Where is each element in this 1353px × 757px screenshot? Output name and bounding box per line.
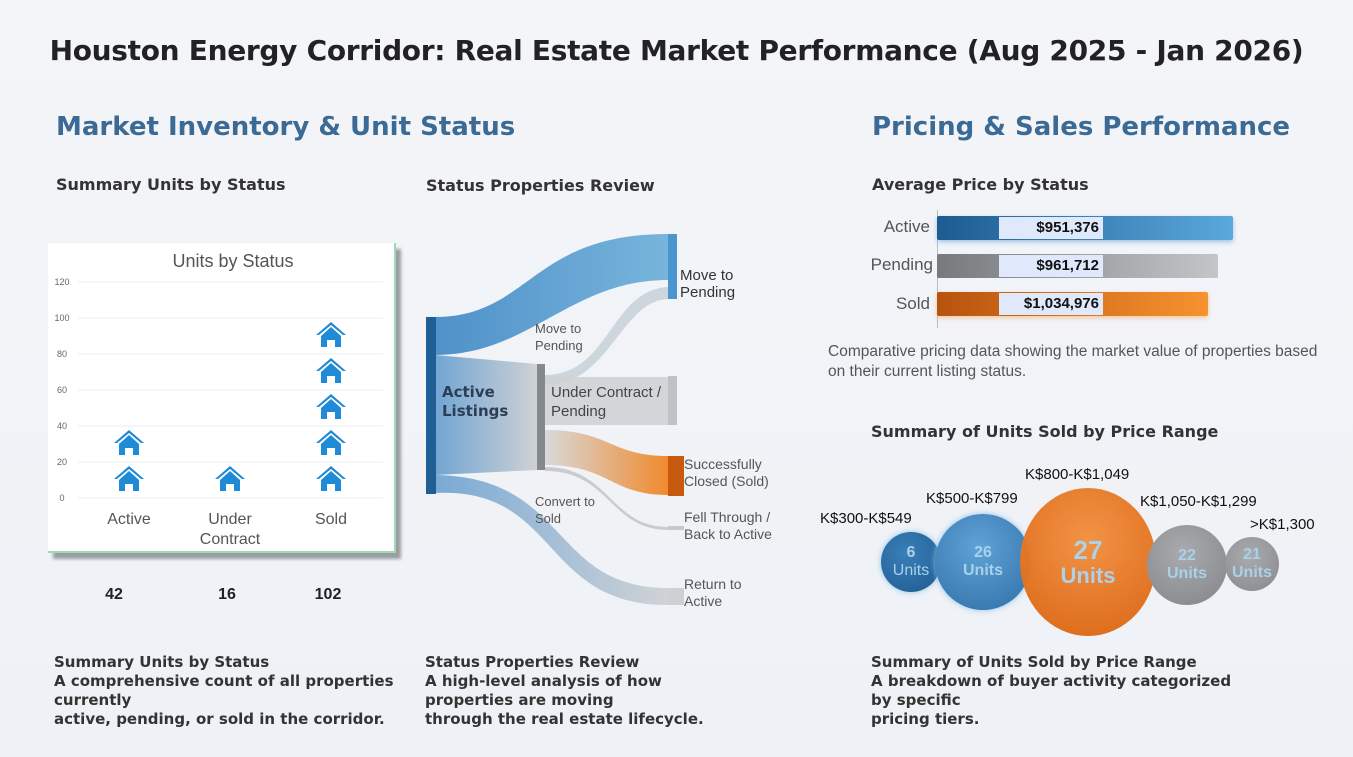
footer-line: pricing tiers. (871, 710, 980, 728)
section-heading-pricing: Pricing & Sales Performance (872, 112, 1291, 142)
bubble-3: 22 Units (1147, 525, 1227, 605)
bubble-1: 26 Units (935, 514, 1031, 610)
node-label-sold: Successfully Closed (Sold) (684, 456, 769, 489)
price-value-pending: $961,712 (999, 255, 1103, 277)
y-tick-label: 40 (57, 421, 67, 431)
bubble-value: 26 (974, 544, 992, 562)
house-icon (316, 358, 346, 383)
x-tick-label: Contract (200, 531, 261, 548)
units-by-status-card (48, 243, 396, 553)
link-active-to-return (435, 475, 668, 605)
bubble-unit: Units (1167, 565, 1207, 582)
node-label-under-contract: Under Contract / Pending (551, 384, 662, 420)
house-icon (316, 322, 346, 347)
y-tick-label: 60 (57, 385, 67, 395)
node-label-return-active: Return to Active (684, 576, 742, 609)
footer-title: Status Properties Review (425, 653, 640, 671)
node-label-move-to-pending: Move to Pending (680, 267, 736, 301)
node-move-to-pending (668, 234, 677, 299)
bubble-4: 21 Units (1225, 537, 1279, 591)
y-tick-label: 0 (59, 493, 64, 503)
x-tick-label: Sold (315, 511, 347, 528)
bubble-unit: Units (963, 562, 1003, 579)
units-by-status-chart: 0 20 40 60 80 100 120 Active 42 Under Contract 16 So… (54, 277, 383, 603)
footer-summary: Summary Units by Status A comprehensive … (54, 653, 394, 729)
page-title: Houston Energy Corridor: Real Estate Mar… (49, 34, 1304, 67)
y-tick-label: 20 (57, 457, 67, 467)
node-label-active-listings: Active Listings (442, 383, 509, 420)
bubble-unit: Units (1060, 563, 1116, 589)
y-tick-label: 100 (54, 313, 69, 323)
value-label: 102 (315, 586, 342, 603)
link-label-move-to-pending: Move to Pending (535, 321, 583, 353)
footer-review: Status Properties Review A high-level an… (425, 653, 755, 729)
house-icon (316, 430, 346, 455)
x-tick-label: Active (107, 511, 151, 528)
footer-title: Summary of Units Sold by Price Range (871, 653, 1197, 671)
link-under-to-move-pending (545, 287, 668, 385)
status-sankey-diagram (426, 234, 684, 605)
footer-title: Summary Units by Status (54, 653, 270, 671)
value-label: 16 (218, 586, 236, 603)
price-label-active: Active (883, 217, 930, 236)
price-label-sold: Sold (895, 294, 930, 313)
y-tick-label: 120 (54, 277, 69, 287)
summary-subtitle: Summary Units by Status (56, 175, 286, 194)
price-value-sold: $1,034,976 (999, 293, 1103, 315)
price-value-active: $951,376 (999, 217, 1103, 239)
node-label-fell-through: Fell Through / Back to Active (684, 509, 772, 542)
range-label-4: >K$1,300 (1250, 516, 1315, 533)
value-label: 42 (105, 586, 123, 603)
link-under-to-under (545, 377, 668, 425)
range-label-0: K$300-K$549 (820, 510, 912, 527)
y-tick-label: 80 (57, 349, 67, 359)
price-caption: Comparative pricing data showing the mar… (828, 343, 1318, 380)
bubble-0: 6 Units (881, 532, 941, 592)
house-icon (114, 430, 144, 455)
avg-price-subtitle: Average Price by Status (872, 175, 1089, 194)
bubble-2: 27 Units (1020, 488, 1156, 636)
node-under-contract-pending (668, 376, 677, 425)
bubble-value: 22 (1178, 547, 1196, 565)
units-chart-title: Units by Status (172, 251, 294, 271)
footer-sold: Summary of Units Sold by Price Range A b… (871, 653, 1251, 729)
section-heading-inventory: Market Inventory & Unit Status (56, 112, 516, 142)
house-icon (316, 394, 346, 419)
bubble-unit: Units (892, 562, 930, 579)
footer-line: through the real estate lifecycle. (425, 710, 704, 728)
footer-line: active, pending, or sold in the corridor… (54, 710, 385, 728)
footer-line: A breakdown of buyer activity categorize… (871, 672, 1232, 709)
house-icon (215, 466, 245, 491)
node-fell-through (668, 526, 684, 530)
footer-line: A comprehensive count of all properties … (54, 672, 394, 709)
house-icon (114, 466, 144, 491)
node-active-listings (426, 317, 436, 494)
review-subtitle: Status Properties Review (426, 176, 655, 195)
bubble-value: 27 (1073, 534, 1103, 565)
node-sold (668, 456, 684, 496)
node-return-active (668, 588, 684, 605)
range-label-3: K$1,050-K$1,299 (1140, 493, 1257, 510)
bubble-unit: Units (1232, 564, 1272, 581)
x-tick-label: Under (208, 511, 252, 528)
range-label-1: K$500-K$799 (926, 490, 1018, 507)
footer-line: A high-level analysis of how properties … (425, 672, 662, 709)
range-label-2: K$800-K$1,049 (1025, 466, 1130, 483)
link-active-to-under-contract (435, 355, 537, 475)
link-under-to-sold (545, 430, 668, 495)
house-icon (316, 466, 346, 491)
bubble-value: 6 (906, 544, 916, 562)
sold-range-subtitle: Summary of Units Sold by Price Range (871, 422, 1219, 441)
link-label-convert-to-sold: Convert to Sold (535, 494, 595, 526)
node-under-contract (537, 364, 545, 470)
link-active-to-move-pending (435, 234, 668, 355)
price-label-pending: Pending (870, 255, 933, 274)
bubble-value: 21 (1243, 546, 1261, 564)
